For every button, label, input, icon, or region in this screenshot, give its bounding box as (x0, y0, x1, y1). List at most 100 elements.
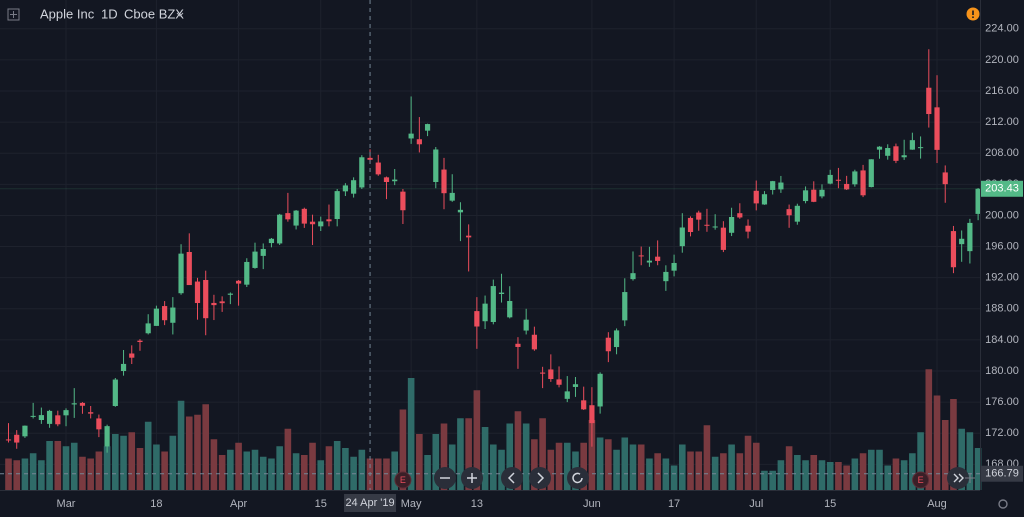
candle-body (235, 280, 242, 284)
volume-bar (884, 465, 892, 490)
candle-body (227, 293, 233, 295)
volume-bar (810, 455, 818, 490)
candle-body (120, 363, 127, 371)
event-marker[interactable] (394, 471, 412, 489)
candle-body (712, 226, 718, 228)
volume-bar (941, 420, 949, 490)
candle-body (728, 217, 735, 233)
y-tick-label: 176.00 (985, 396, 1019, 408)
candle-body (162, 306, 168, 321)
candle-body (137, 340, 143, 342)
volume-bar (621, 437, 629, 490)
crosshair-date-box (344, 494, 397, 512)
volume-bar (383, 458, 390, 490)
volume-bar (703, 425, 711, 490)
candle-body (737, 213, 743, 218)
volume-bar (761, 470, 768, 490)
volume-bar (506, 423, 514, 490)
volume-bar (539, 418, 546, 490)
candle-body (975, 188, 981, 214)
candle-body (318, 221, 324, 227)
volume-bar (235, 442, 242, 490)
volume-bar (457, 418, 464, 490)
volume-bar (259, 456, 267, 490)
alert-dot (972, 16, 974, 19)
volume-bar (95, 451, 103, 490)
y-tick-label: 224.00 (985, 23, 1019, 35)
volume-bar (268, 458, 275, 490)
candle-body (433, 149, 439, 182)
candle-body (507, 301, 513, 318)
x-tick-label: Jul (749, 498, 763, 510)
volume-bar (325, 446, 333, 490)
volume-bar (276, 446, 283, 490)
symbol-title[interactable]: Apple Inc (40, 6, 95, 21)
expand-icon[interactable] (7, 8, 20, 21)
candle-body (687, 217, 694, 233)
scroll-right[interactable] (529, 467, 551, 489)
candle-body (194, 281, 201, 304)
volume-bar (424, 455, 431, 490)
scroll-left-icon (507, 472, 515, 484)
reset[interactable] (567, 467, 589, 489)
candle-body (252, 251, 258, 268)
volume-bar (490, 444, 497, 490)
candle-body (326, 219, 332, 222)
candle-body (581, 400, 587, 410)
interval[interactable]: 1D (101, 6, 118, 21)
candle-body (917, 147, 924, 149)
x-tick-label: Mar (57, 498, 76, 510)
y-tick-label: 216.00 (985, 85, 1019, 97)
candle-body (860, 170, 866, 196)
candle-body (96, 418, 102, 430)
settings-icon[interactable] (998, 499, 1008, 509)
candle-body (244, 261, 250, 285)
candle-body (696, 212, 702, 220)
candle-body (802, 190, 809, 202)
volume-bar (670, 465, 678, 490)
volume-bar (744, 435, 752, 490)
y-tick-label: 172.00 (985, 427, 1019, 439)
candle-body (589, 405, 595, 424)
candle-body (663, 271, 669, 282)
x-tick-label: Apr (230, 498, 247, 510)
candle-body (22, 425, 28, 437)
volume-bar (695, 451, 703, 490)
candle-body (622, 292, 628, 321)
volume-bar (835, 462, 842, 490)
chevron[interactable] (176, 12, 184, 17)
event-marker[interactable] (912, 471, 930, 489)
candle-body (556, 379, 562, 385)
volume-bar (432, 434, 440, 490)
x-tick-label: May (401, 498, 422, 510)
volume-bar (391, 451, 398, 490)
x-tick-label: 13 (471, 498, 483, 510)
volume-bar (728, 444, 735, 490)
exchange[interactable]: Cboe BZX (124, 6, 184, 21)
volume-bar (70, 442, 78, 490)
candle-body (178, 253, 184, 294)
candle-body (959, 238, 965, 245)
candle-body (55, 415, 61, 425)
candle-body (301, 208, 307, 224)
volume-bar (481, 427, 489, 490)
alert-icon[interactable] (966, 7, 980, 21)
volume-bar (950, 399, 957, 490)
volume-bar (358, 449, 366, 490)
volume-bar (933, 395, 941, 490)
volume-bar (867, 449, 875, 490)
candle-body (778, 182, 784, 190)
y-tick-label: 220.00 (985, 54, 1019, 66)
candle-body (260, 248, 266, 256)
volume-bar (416, 434, 423, 490)
volume-bar (629, 444, 637, 490)
volume-bar (292, 453, 300, 490)
volume-bar (613, 449, 620, 490)
candle-body (441, 169, 447, 194)
volume-bar (588, 420, 596, 490)
candle-body (71, 403, 77, 405)
volume-bar (876, 449, 883, 490)
candle-body (901, 155, 907, 158)
candle-body (46, 410, 53, 424)
scroll-left[interactable] (501, 467, 523, 489)
